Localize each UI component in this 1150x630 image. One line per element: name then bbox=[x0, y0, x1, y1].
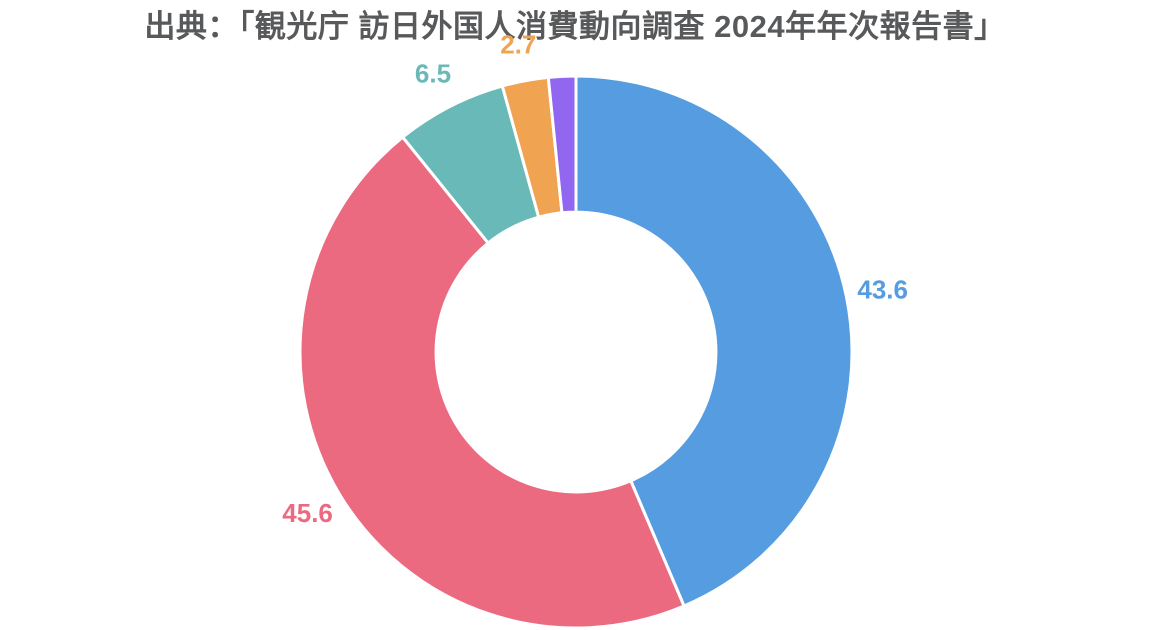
slice-value-label: 45.6 bbox=[282, 498, 333, 528]
donut-slice[interactable] bbox=[574, 74, 854, 608]
slice-value-label: 6.5 bbox=[415, 59, 451, 89]
donut-slice[interactable] bbox=[298, 135, 686, 630]
slice-value-label: 43.6 bbox=[857, 275, 908, 305]
chart-title: 出典：「観光庁 訪日外国人消費動向調査 2024年年次報告書」 bbox=[144, 9, 1006, 44]
donut-slice[interactable] bbox=[546, 74, 578, 215]
slice-value-label: 2.7 bbox=[500, 29, 536, 59]
